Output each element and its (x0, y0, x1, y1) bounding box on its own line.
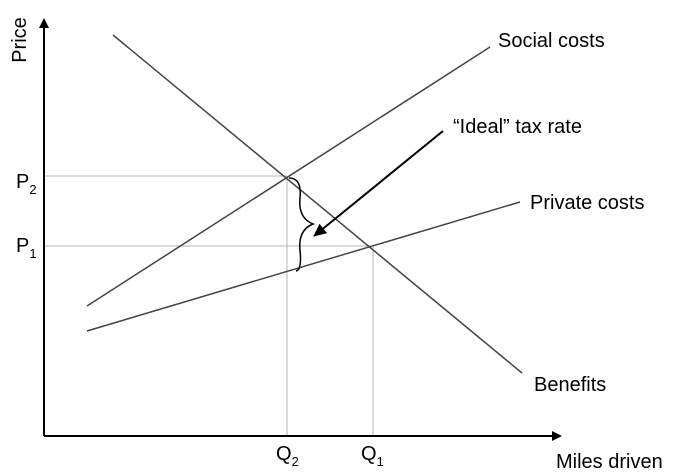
y-axis-label: Price (9, 17, 31, 63)
social-costs-label: Social costs (498, 30, 605, 52)
quantity-tick-q2: Q2 (276, 443, 299, 469)
price-tick-p1: P1 (16, 235, 37, 261)
x-axis-label: Miles driven (556, 451, 663, 473)
social-costs-line (86, 46, 491, 307)
benefits-label: Benefits (534, 374, 606, 396)
price-tick-p2: P2 (16, 171, 37, 197)
private-costs-line (86, 201, 521, 332)
tax-rate-arrow (313, 130, 444, 237)
tax-wedge-brace (288, 177, 316, 272)
ideal-tax-rate-label: “Ideal” tax rate (453, 116, 582, 138)
quantity-tick-q1: Q1 (361, 443, 384, 469)
private-costs-label: Private costs (530, 192, 644, 214)
benefits-line (112, 34, 523, 374)
